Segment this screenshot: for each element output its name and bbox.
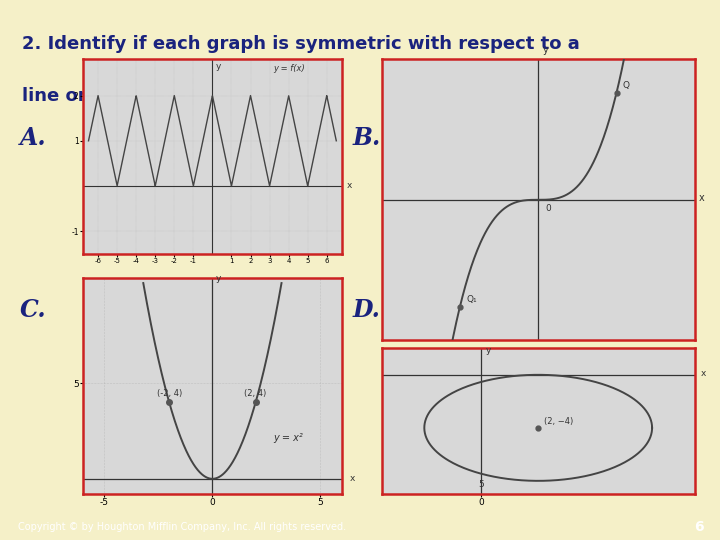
Text: (2, −4): (2, −4) (544, 417, 573, 426)
Text: C.: C. (20, 298, 47, 322)
Text: (-2, 4): (-2, 4) (156, 389, 182, 397)
Text: (2, 4): (2, 4) (245, 389, 266, 397)
Text: x: x (699, 193, 705, 203)
Text: Copyright © by Houghton Mifflin Company, Inc. All rights reserved.: Copyright © by Houghton Mifflin Company,… (18, 522, 346, 532)
Text: 6: 6 (695, 520, 704, 534)
Text: x: x (347, 181, 352, 191)
Text: x: x (349, 474, 355, 483)
Text: y = f(x): y = f(x) (274, 64, 305, 73)
Text: P₁: P₁ (437, 477, 446, 487)
Text: y: y (215, 62, 220, 71)
Text: y: y (485, 346, 491, 355)
Text: Q: Q (623, 80, 630, 90)
Text: 2. Identify if each graph is symmetric with respect to a: 2. Identify if each graph is symmetric w… (22, 35, 580, 53)
Text: y: y (216, 274, 221, 284)
Text: B.: B. (353, 126, 381, 150)
Text: x: x (701, 369, 706, 378)
Text: 5: 5 (478, 481, 484, 489)
Text: line or to a point.: line or to a point. (22, 86, 197, 105)
Text: A.: A. (20, 126, 47, 150)
Text: y = x²: y = x² (273, 433, 302, 443)
Text: y: y (543, 45, 549, 55)
Text: Q₁: Q₁ (466, 295, 477, 303)
Text: 0: 0 (546, 204, 552, 213)
Text: D.: D. (353, 298, 381, 322)
